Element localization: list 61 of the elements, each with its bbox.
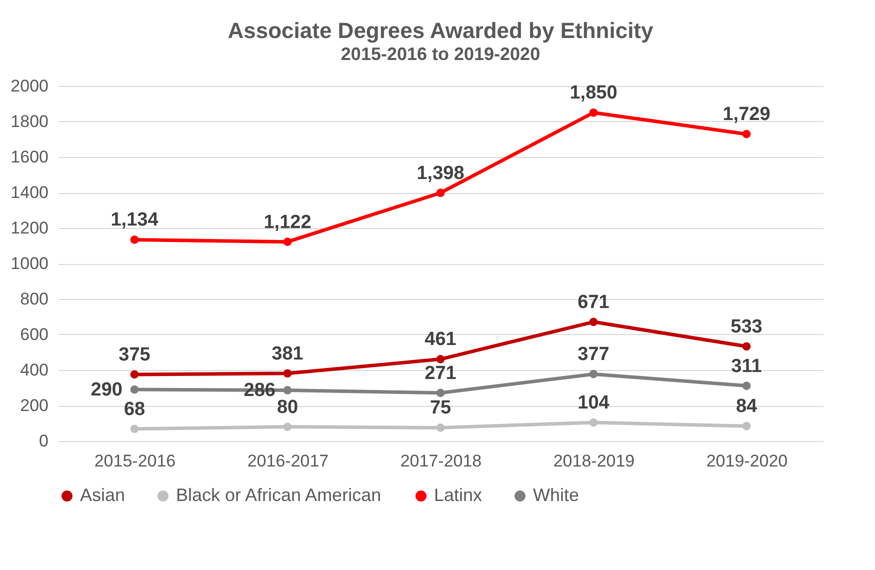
data-label: 290: [90, 380, 122, 401]
y-tick-label: 1800: [10, 112, 48, 131]
chart-title: Associate Degrees Awarded by Ethnicity: [228, 18, 654, 43]
y-tick-label: 1200: [10, 218, 48, 238]
point: [283, 238, 292, 246]
y-tick-label: 600: [20, 325, 48, 344]
data-label: 1,398: [416, 162, 464, 184]
data-label: 1,122: [264, 212, 312, 233]
legend-label: Asian: [80, 485, 126, 505]
data-label: 375: [118, 344, 151, 366]
point: [589, 370, 598, 378]
data-label: 533: [730, 316, 762, 338]
point: [130, 236, 139, 244]
point: [436, 388, 445, 398]
x-tick-label: 2017-2018: [400, 452, 482, 470]
data-label: 75: [430, 398, 452, 419]
point: [283, 386, 292, 394]
y-tick-label: 1600: [10, 148, 48, 166]
point: [589, 108, 598, 117]
point: [283, 369, 292, 378]
x-tick-label: 2015-2016: [94, 452, 176, 470]
x-tick-label: 2018-2019: [553, 452, 635, 470]
data-label: 461: [424, 329, 457, 350]
point: [436, 424, 445, 432]
point: [130, 370, 139, 379]
data-label: 1,729: [722, 104, 770, 126]
data-label: 381: [272, 343, 304, 364]
y-tick-label: 400: [20, 360, 48, 380]
y-tick-label: 800: [20, 290, 48, 308]
point: [130, 424, 139, 434]
point: [589, 318, 598, 326]
y-tick-label: 1400: [10, 183, 48, 202]
data-label: 84: [736, 396, 758, 418]
data-label: 1,134: [110, 210, 159, 231]
point: [589, 418, 598, 427]
chart-subtitle: 2015-2016 to 2019-2020: [340, 44, 540, 64]
data-label: 377: [578, 344, 610, 366]
data-label: 311: [731, 356, 762, 377]
data-label: 271: [424, 362, 457, 384]
data-label: 68: [124, 398, 146, 420]
legend-label: Black or African American: [176, 485, 382, 505]
point: [742, 382, 751, 390]
legend-label: Latinx: [434, 485, 482, 505]
x-tick-label: 2016-2017: [247, 452, 329, 470]
point: [742, 342, 751, 351]
data-label: 80: [276, 396, 298, 418]
y-tick-label: 200: [20, 396, 48, 415]
data-label: 671: [578, 292, 610, 313]
y-tick-label: 1000: [10, 254, 48, 273]
y-tick-label: 0: [39, 432, 48, 450]
point: [436, 355, 445, 364]
x-tick-label: 2019-2020: [706, 452, 788, 470]
point: [742, 422, 751, 430]
point: [436, 188, 445, 198]
data-label: 1,850: [570, 82, 618, 104]
point: [283, 422, 292, 431]
data-label: 104: [578, 392, 610, 414]
point: [742, 130, 751, 138]
point: [130, 385, 139, 394]
legend-label: White: [533, 485, 580, 505]
y-tick-label: 2000: [10, 76, 48, 96]
